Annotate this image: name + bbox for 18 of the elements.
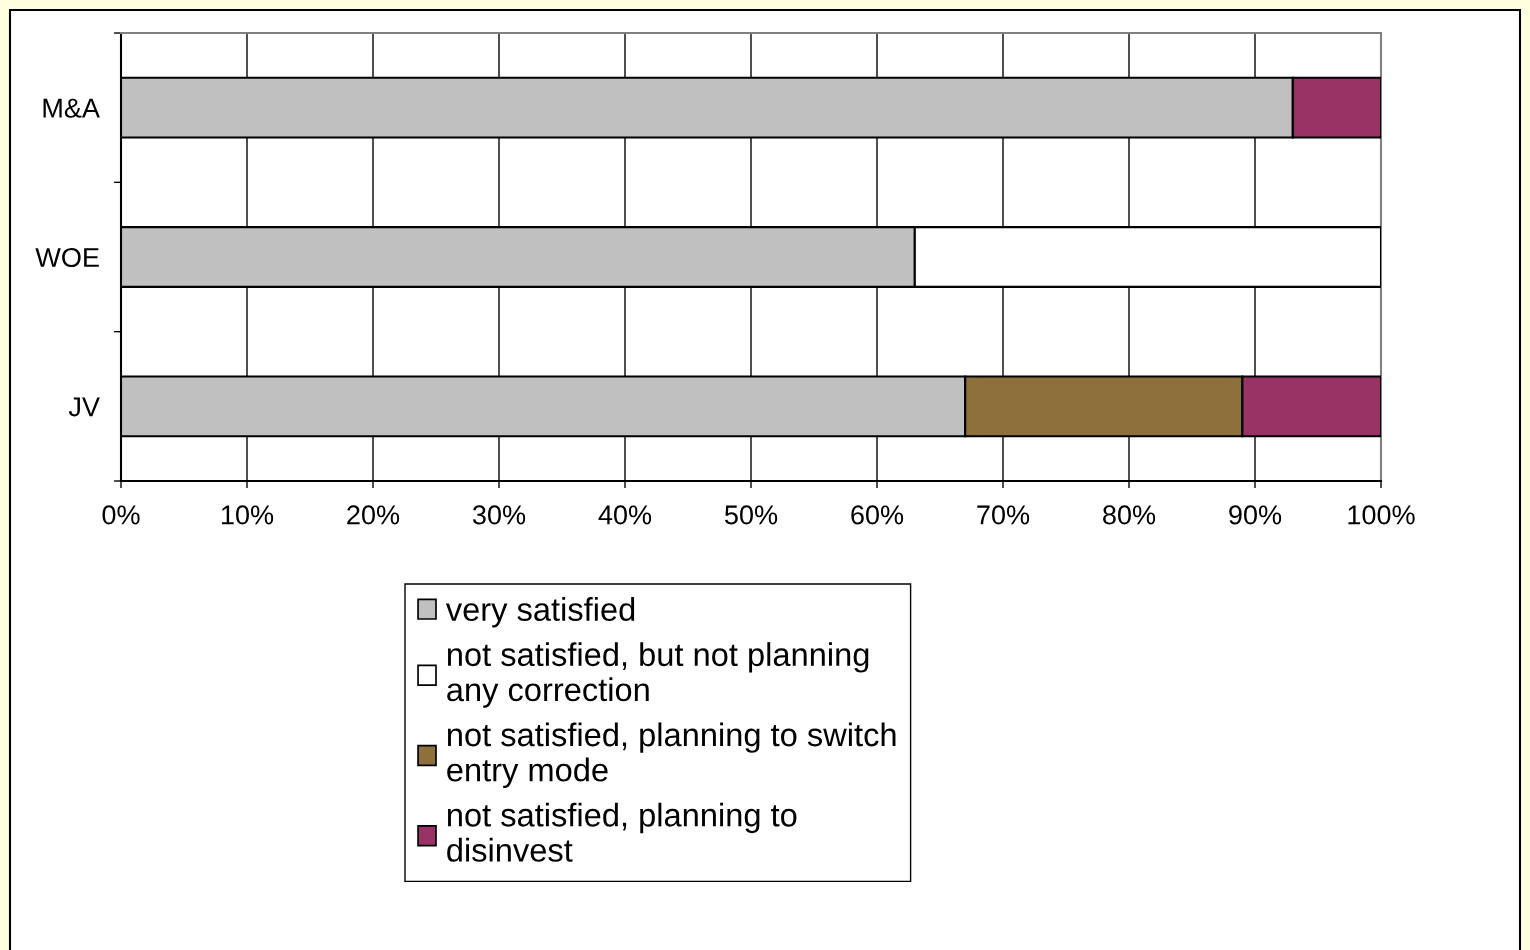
legend-label: not satisfied, planning to switch entry mode	[447, 722, 896, 789]
legend-label: very satisfied	[445, 597, 635, 628]
x-tick-label: 60%	[851, 505, 904, 525]
x-tick-label: 30%	[472, 505, 526, 525]
x-tick-label: 90%	[1229, 505, 1282, 525]
x-tick-label: 50%	[724, 505, 778, 525]
legend-label: not satisfied, but not planning any correction	[447, 642, 869, 708]
y-tick-label: JV	[68, 397, 100, 417]
x-tick-label: 80%	[1103, 505, 1156, 525]
x-tick-label: 100%	[1348, 505, 1415, 525]
y-tick-label: WOE	[35, 247, 99, 268]
x-tick-label: 40%	[598, 505, 652, 525]
legend-label: not satisfied, planning to disinvest	[447, 802, 797, 862]
x-tick-label: 20%	[347, 505, 400, 525]
x-tick-label: 0%	[102, 505, 140, 525]
y-tick-label: M&A	[43, 98, 100, 118]
x-tick-label: 10%	[221, 505, 274, 525]
x-tick-label: 70%	[977, 505, 1030, 525]
